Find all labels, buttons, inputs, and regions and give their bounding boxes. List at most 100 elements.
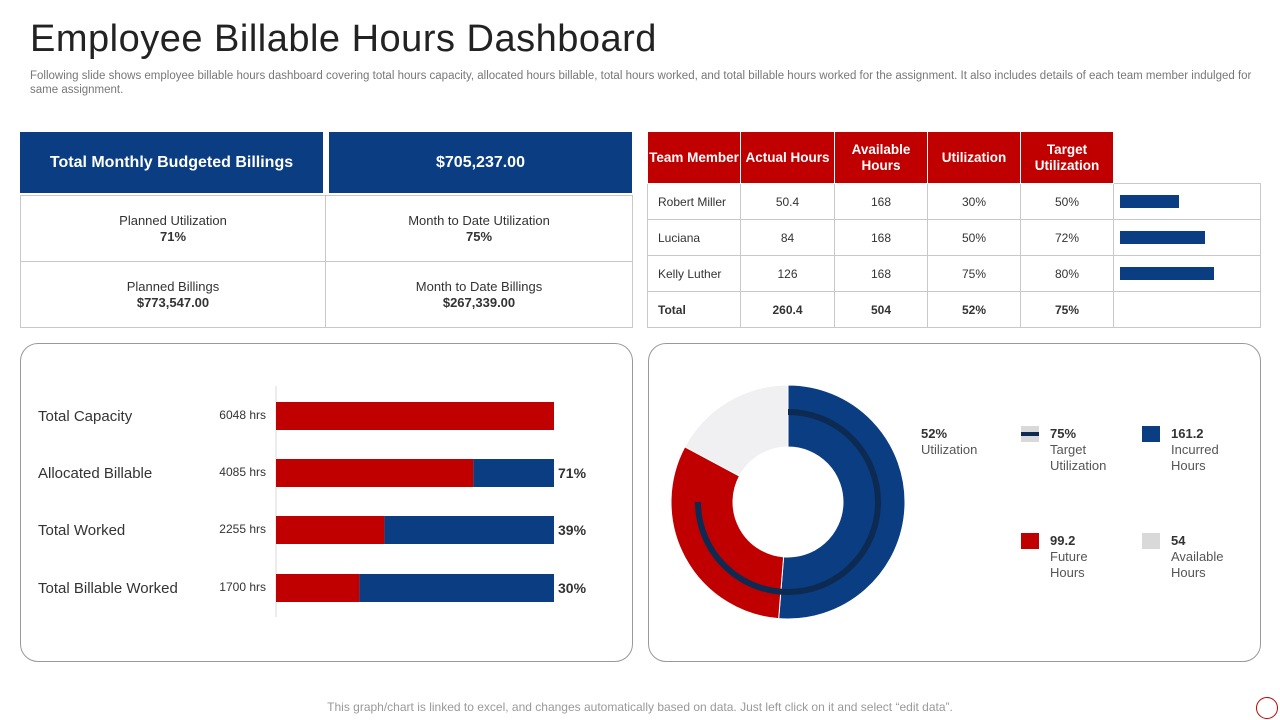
planned-utilization-card: Planned Utilization 71% <box>20 195 326 262</box>
col-utilization: Utilization <box>927 131 1021 184</box>
col-available-hours: Available Hours <box>834 131 928 184</box>
cell-target: 75% <box>1020 291 1114 328</box>
target-utilization-arc <box>695 409 881 595</box>
utilization-value: 52% <box>921 426 948 441</box>
donut-slice <box>670 446 785 620</box>
legend-line1: Available <box>1171 549 1224 564</box>
legend-line2: Utilization <box>1050 458 1107 473</box>
cell-utilization: 30% <box>927 183 1021 220</box>
planned-billings-value: $773,547.00 <box>136 294 210 310</box>
target-utilization-bar <box>1120 195 1179 208</box>
table-row: Robert Miller 50.4 168 30% 50% <box>647 183 1261 220</box>
utilization-donut-chart <box>670 384 906 620</box>
legend-line2: Hours <box>1050 565 1085 580</box>
bar-percent-label: 71% <box>558 465 587 481</box>
hours-bar-chart: Total Capacity 6048 hrs Allocated Billable… <box>38 386 587 617</box>
bar-segment <box>359 574 554 602</box>
bar-category-label: Total Capacity <box>38 408 133 425</box>
legend-future-hours: 99.2 Future Hours <box>1021 533 1088 581</box>
legend-line1: Target <box>1050 442 1087 457</box>
mtd-billings-card: Month to Date Billings $267,339.00 <box>325 261 633 328</box>
planned-utilization-value: 71% <box>159 228 187 244</box>
legend-line1: Future <box>1050 549 1088 564</box>
table-total-row: Total 260.4 504 52% 75% <box>647 291 1261 328</box>
bar-category-label: Total Worked <box>38 522 125 539</box>
col-bar <box>1113 131 1261 184</box>
mtd-utilization-value: 75% <box>465 228 493 244</box>
hours-bar-chart-panel: Total Capacity 6048 hrs Allocated Billable… <box>20 343 633 662</box>
target-utilization-bar <box>1120 231 1205 244</box>
legend-line2: Hours <box>1171 458 1206 473</box>
legend-target-utilization: 75% Target Utilization <box>1021 426 1106 474</box>
mtd-utilization-label: Month to Date Utilization <box>408 212 550 228</box>
bar-segment <box>276 516 385 544</box>
target-line-icon <box>1021 426 1039 442</box>
bar-hours-label: 1700 hrs <box>219 580 266 594</box>
cell-utilization: 75% <box>927 255 1021 292</box>
cell-target: 80% <box>1020 255 1114 292</box>
page-subtitle: Following slide shows employee billable … <box>30 70 1252 96</box>
cell-name: Robert Miller <box>647 183 741 220</box>
budget-value: $705,237.00 <box>329 132 632 193</box>
table-row: Kelly Luther 126 168 75% 80% <box>647 255 1261 292</box>
bar-percent-label: 39% <box>558 522 587 538</box>
mtd-billings-label: Month to Date Billings <box>415 278 543 294</box>
bar-segment <box>276 574 360 602</box>
planned-utilization-label: Planned Utilization <box>119 212 227 228</box>
cell-utilization: 52% <box>927 291 1021 328</box>
cell-bar <box>1113 219 1261 256</box>
bar-category-label: Allocated Billable <box>38 465 152 482</box>
target-utilization-bar <box>1120 267 1215 280</box>
legend-value: 99.2 <box>1050 533 1076 548</box>
bar-segment <box>276 402 554 430</box>
legend-line2: Hours <box>1171 565 1206 580</box>
cell-actual: 50.4 <box>740 183 835 220</box>
cell-bar <box>1113 291 1261 328</box>
team-table: Team Member Actual Hours Available Hours… <box>647 131 1261 328</box>
legend-value: 75% <box>1050 426 1077 441</box>
budget-label: Total Monthly Budgeted Billings <box>20 132 323 193</box>
cell-available: 168 <box>834 219 928 256</box>
col-team-member: Team Member <box>647 131 741 184</box>
bar-hours-label: 2255 hrs <box>219 522 266 536</box>
donut-slice <box>684 384 789 477</box>
cell-target: 50% <box>1020 183 1114 220</box>
page-title: Employee Billable Hours Dashboard <box>30 18 657 60</box>
corner-circle-icon <box>1256 697 1278 719</box>
cell-utilization: 50% <box>927 219 1021 256</box>
legend-incurred-hours: 161.2 Incurred Hours <box>1142 426 1219 474</box>
col-target-utilization: Target Utilization <box>1020 131 1114 184</box>
legend-line1: Incurred <box>1171 442 1219 457</box>
legend-swatch-red <box>1021 533 1039 549</box>
bar-hours-label: 4085 hrs <box>219 465 266 479</box>
cell-target: 72% <box>1020 219 1114 256</box>
bar-segment <box>473 459 554 487</box>
table-row: Luciana 84 168 50% 72% <box>647 219 1261 256</box>
cell-name: Luciana <box>647 219 741 256</box>
donut-slice <box>778 384 906 620</box>
cell-available: 504 <box>834 291 928 328</box>
cell-bar <box>1113 255 1261 292</box>
cell-name: Kelly Luther <box>647 255 741 292</box>
cell-available: 168 <box>834 183 928 220</box>
bar-percent-label: 30% <box>558 580 587 596</box>
cell-actual: 126 <box>740 255 835 292</box>
cell-available: 168 <box>834 255 928 292</box>
legend-swatch-blue <box>1142 426 1160 442</box>
cell-actual: 84 <box>740 219 835 256</box>
cell-name: Total <box>647 291 741 328</box>
bar-category-label: Total Billable Worked <box>38 580 178 597</box>
utilization-text: Utilization <box>921 442 978 457</box>
legend-available-hours: 54 Available Hours <box>1142 533 1224 581</box>
cell-bar <box>1113 183 1261 220</box>
footer-note: This graph/chart is linked to excel, and… <box>327 700 953 714</box>
legend-value: 161.2 <box>1171 426 1204 441</box>
mtd-utilization-card: Month to Date Utilization 75% <box>325 195 633 262</box>
bar-segment <box>384 516 554 544</box>
cell-actual: 260.4 <box>740 291 835 328</box>
legend-value: 54 <box>1171 533 1186 548</box>
utilization-label: 52% Utilization <box>921 426 977 458</box>
planned-billings-label: Planned Billings <box>126 278 220 294</box>
bar-hours-label: 6048 hrs <box>219 408 266 422</box>
utilization-donut-panel: 52% Utilization 75% Target Utilization 1… <box>648 343 1261 662</box>
